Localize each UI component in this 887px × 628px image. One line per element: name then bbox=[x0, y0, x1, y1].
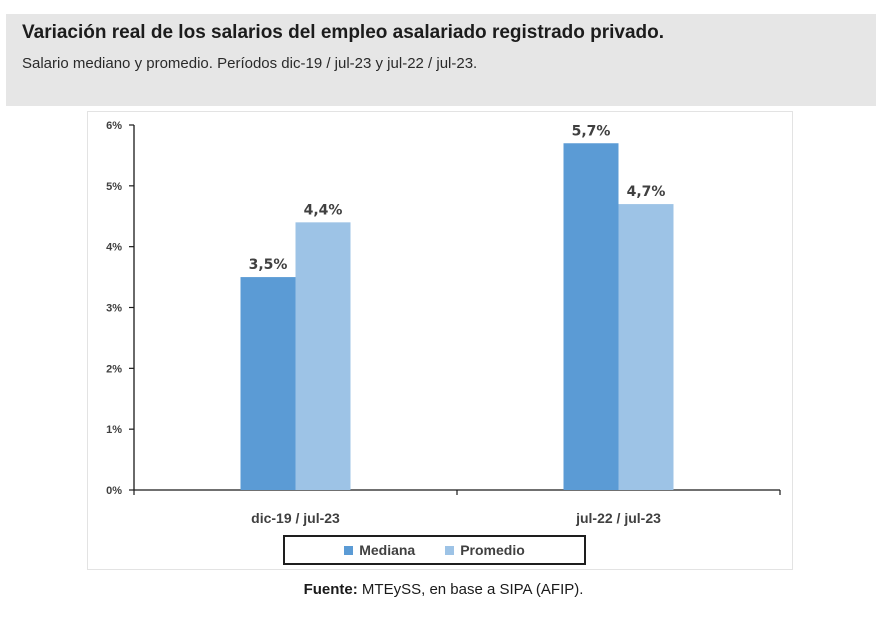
source-note: Fuente: MTEySS, en base a SIPA (AFIP). bbox=[0, 581, 887, 598]
bar-chart: 0% 1% 2% 3% 4% 5% 6% 3,5% 4,4% dic-19 / jul-23 5,7… bbox=[106, 120, 781, 526]
bar bbox=[563, 143, 619, 490]
legend-label-mediana: Mediana bbox=[359, 542, 416, 558]
chart-subtitle: Salario mediano y promedio. Períodos dic… bbox=[22, 55, 478, 72]
bar bbox=[618, 204, 674, 490]
y-tick-label: 3% bbox=[106, 303, 122, 315]
y-tick-label: 6% bbox=[106, 120, 122, 132]
data-label: 4,4% bbox=[304, 202, 343, 218]
data-label: 3,5% bbox=[249, 257, 288, 273]
bar bbox=[240, 277, 296, 490]
source-text: MTEySS, en base a SIPA (AFIP). bbox=[357, 581, 584, 598]
chart-header bbox=[6, 14, 876, 106]
legend-item-promedio: Promedio bbox=[445, 542, 525, 558]
legend-label-promedio: Promedio bbox=[460, 542, 525, 558]
source-label: Fuente: bbox=[303, 581, 358, 598]
y-tick-label: 0% bbox=[106, 485, 122, 497]
data-label: 5,7% bbox=[572, 123, 611, 139]
legend-swatch-promedio bbox=[445, 545, 455, 555]
chart-title: Variación real de los salarios del emple… bbox=[22, 22, 665, 43]
legend-item-mediana: Mediana bbox=[344, 542, 415, 558]
y-tick-label: 2% bbox=[106, 363, 122, 375]
y-tick-label: 4% bbox=[106, 242, 122, 254]
legend: Mediana Promedio bbox=[283, 535, 586, 565]
y-tick-label: 5% bbox=[106, 181, 122, 193]
chart-area: 0% 1% 2% 3% 4% 5% 6% 3,5% 4,4% dic-19 / jul-23 5,7… bbox=[87, 111, 793, 570]
data-label: 4,7% bbox=[627, 184, 666, 200]
bar bbox=[295, 222, 351, 490]
x-category-label: dic-19 / jul-23 bbox=[251, 510, 340, 526]
x-category-label: jul-22 / jul-23 bbox=[575, 510, 661, 526]
y-tick-label: 1% bbox=[106, 424, 122, 436]
legend-swatch-mediana bbox=[344, 545, 354, 555]
